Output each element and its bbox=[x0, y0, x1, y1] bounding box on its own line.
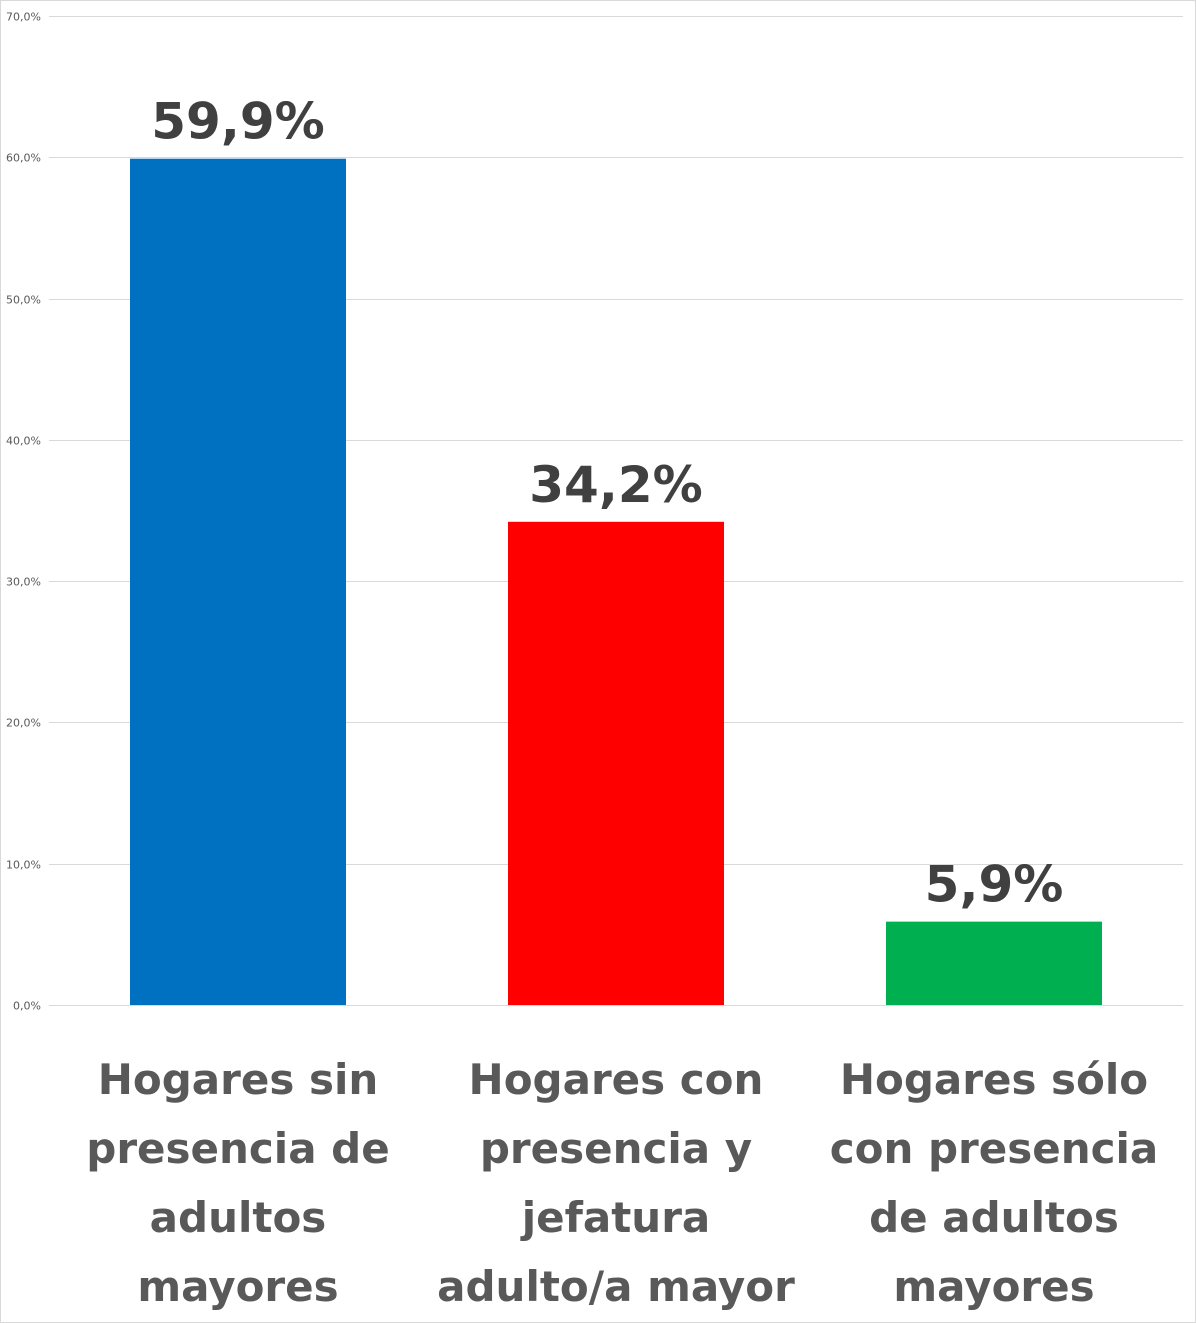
data-labels: 59,9% 34,2% 5,9% bbox=[151, 93, 1063, 914]
category-label: jefatura bbox=[520, 1193, 711, 1242]
y-tick-label: 40,0% bbox=[6, 435, 41, 448]
category-label: mayores bbox=[893, 1262, 1094, 1311]
y-tick-label: 60,0% bbox=[6, 152, 41, 165]
category-label: Hogares sólo bbox=[840, 1055, 1148, 1104]
category-label: de adultos bbox=[869, 1193, 1119, 1242]
category-label: presencia y bbox=[480, 1124, 752, 1173]
bar bbox=[508, 521, 724, 1005]
y-tick-label: 0,0% bbox=[13, 1000, 41, 1013]
bars bbox=[130, 158, 1102, 1005]
category-label: adulto/a mayor bbox=[437, 1262, 795, 1311]
category-label: mayores bbox=[137, 1262, 338, 1311]
category-label: adultos bbox=[150, 1193, 327, 1242]
data-label: 59,9% bbox=[151, 93, 324, 151]
bar bbox=[130, 158, 346, 1005]
y-tick-label: 50,0% bbox=[6, 294, 41, 307]
y-axis-ticks: 0,0% 10,0% 20,0% 30,0% 40,0% 50,0% 60,0% 70,0% bbox=[6, 11, 41, 1013]
y-tick-label: 10,0% bbox=[6, 859, 41, 872]
bar bbox=[886, 921, 1102, 1005]
category-label: Hogares sin bbox=[98, 1055, 379, 1104]
y-tick-label: 70,0% bbox=[6, 11, 41, 24]
category-labels: Hogares sin presencia de adultos mayores Hog… bbox=[86, 1055, 1158, 1311]
data-label: 34,2% bbox=[529, 456, 702, 514]
category-label: Hogares con bbox=[469, 1055, 764, 1104]
category-label: presencia de bbox=[86, 1124, 389, 1173]
category-label: con presencia bbox=[830, 1124, 1159, 1173]
y-tick-label: 20,0% bbox=[6, 717, 41, 730]
data-label: 5,9% bbox=[925, 856, 1064, 914]
y-tick-label: 30,0% bbox=[6, 576, 41, 589]
